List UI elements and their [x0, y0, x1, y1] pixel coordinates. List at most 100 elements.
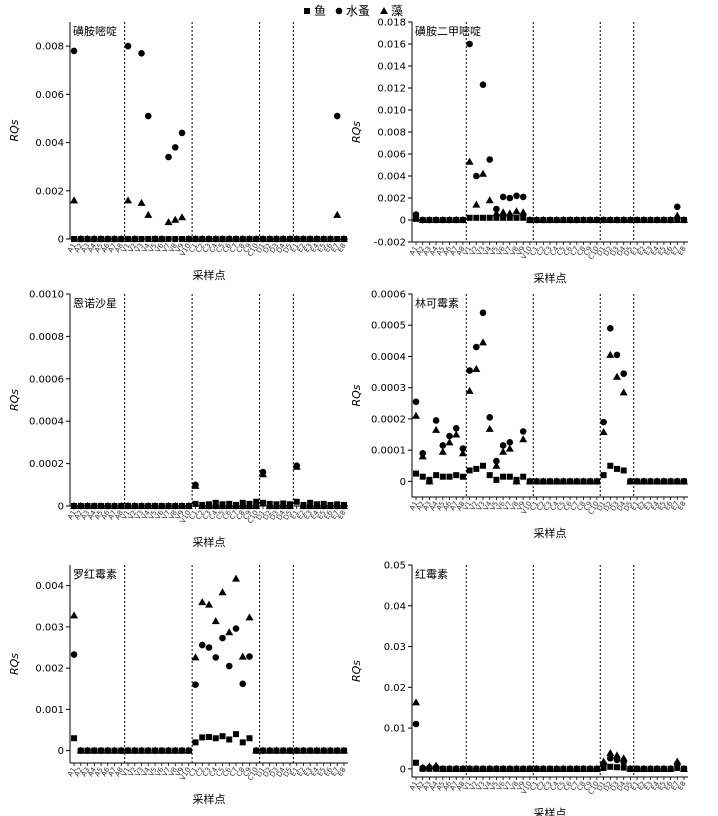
panel-2: -0.002 0 0.002 0.004 0.006 0.008 0.010 0.012 0.0… [350, 18, 688, 285]
data-point-square [320, 747, 327, 754]
data-point-square [152, 747, 159, 754]
data-point-triangle [458, 449, 467, 457]
legend-marker-triangle [380, 7, 388, 14]
x-tick-label: V1 [120, 766, 132, 778]
data-point-triangle [198, 598, 207, 606]
data-point-square [613, 764, 620, 771]
y-tick-label: 0.006 [35, 90, 64, 101]
data-point-square [493, 214, 500, 221]
x-tick-label: C2 [535, 500, 547, 512]
data-point-square [232, 731, 239, 738]
data-point-square [327, 747, 334, 754]
data-point-square [273, 501, 280, 508]
data-point-square [219, 236, 226, 242]
x-tick-label: V1 [462, 780, 474, 792]
data-point-square [219, 501, 226, 508]
data-point-square [152, 503, 159, 509]
data-point-square [667, 765, 674, 772]
y-tick-label: -0.002 [374, 238, 406, 249]
x-tick-label: V2 [468, 780, 480, 792]
data-point-square [313, 236, 320, 242]
x-tick-label: E3 [303, 766, 314, 778]
data-point-triangle [333, 210, 342, 218]
data-point-square [413, 759, 420, 766]
x-tick-label: D1 [595, 245, 607, 258]
data-point-square [77, 747, 84, 754]
data-point-square [313, 747, 320, 754]
legend-marker-circle [335, 7, 343, 15]
data-point-square [280, 747, 287, 754]
x-tick-label: E6 [663, 500, 675, 512]
data-point-square [199, 734, 206, 741]
data-point-square [84, 747, 91, 754]
x-tick-label: C8 [576, 500, 588, 512]
data-point-square [587, 217, 594, 223]
data-point-square [540, 765, 547, 772]
data-point-triangle [492, 209, 501, 217]
data-point-square [480, 214, 487, 221]
data-point-triangle [465, 157, 474, 165]
data-point-square [540, 478, 547, 485]
data-point-square [627, 217, 634, 223]
x-tick-label: E5 [656, 245, 667, 257]
data-point-square [680, 765, 687, 772]
data-point-square [520, 214, 527, 221]
data-point-square [226, 736, 233, 743]
data-point-square [239, 499, 246, 506]
data-point-square [473, 214, 480, 221]
x-tick-label: V4 [482, 500, 494, 512]
y-tick-label: 0.01 [384, 724, 406, 735]
data-point-square [513, 214, 520, 221]
x-tick-label: E8 [676, 500, 687, 512]
data-point-circle [479, 81, 487, 88]
x-tick-label: C3 [201, 766, 213, 778]
x-tick-label: C9 [582, 500, 594, 512]
data-point-square [526, 478, 533, 485]
x-tick-label: C8 [235, 242, 247, 254]
data-point-square [674, 765, 681, 772]
x-tick-label: A4 [428, 780, 440, 792]
x-tick-label: A4 [86, 509, 98, 521]
panel-6: 00.010.020.030.040.05A1A2A3A4A5A6A7A8V1V… [350, 561, 688, 816]
data-point-circle [606, 754, 614, 762]
data-point-square [138, 747, 145, 754]
data-point-triangle [231, 574, 240, 582]
x-tick-label: D3 [268, 766, 280, 779]
data-point-square [179, 747, 186, 754]
x-tick-label: E2 [636, 245, 647, 257]
x-tick-label: C5 [556, 500, 568, 512]
data-point-square [506, 214, 513, 221]
data-point-square [553, 765, 560, 772]
x-tick-label: E8 [676, 780, 687, 792]
x-tick-label: D1 [255, 242, 267, 255]
data-point-square [627, 765, 634, 772]
x-tick-label: C3 [542, 500, 554, 512]
data-point-square [118, 503, 125, 509]
x-tick-label: A3 [422, 245, 434, 257]
data-point-square [71, 503, 78, 509]
y-tick-label: 0.016 [377, 40, 406, 51]
x-tick-label: A3 [422, 500, 434, 512]
y-tick-label: 0.010 [377, 106, 406, 117]
x-tick-label: E3 [643, 500, 654, 512]
data-point-square [206, 236, 212, 242]
data-point-square [145, 747, 152, 754]
data-point-square [253, 747, 260, 754]
data-point-circle [412, 398, 420, 406]
x-tick-label: E6 [663, 780, 675, 792]
x-tick-label: A1 [408, 500, 420, 512]
x-tick-label: V4 [482, 780, 494, 792]
data-point-square [104, 236, 111, 242]
data-point-square [547, 765, 553, 772]
panel-title: 罗红霉素 [73, 568, 117, 581]
data-point-circle [70, 47, 78, 55]
x-tick-label: A7 [448, 245, 460, 257]
x-tick-label: C9 [242, 509, 254, 521]
data-point-square [480, 765, 487, 772]
data-point-triangle [512, 207, 521, 215]
x-tick-label: V5 [147, 509, 159, 521]
x-tick-label: E4 [650, 500, 662, 512]
x-tick-label: C3 [201, 509, 213, 521]
y-tick-label: 0.002 [377, 194, 406, 205]
data-point-square [607, 763, 614, 770]
